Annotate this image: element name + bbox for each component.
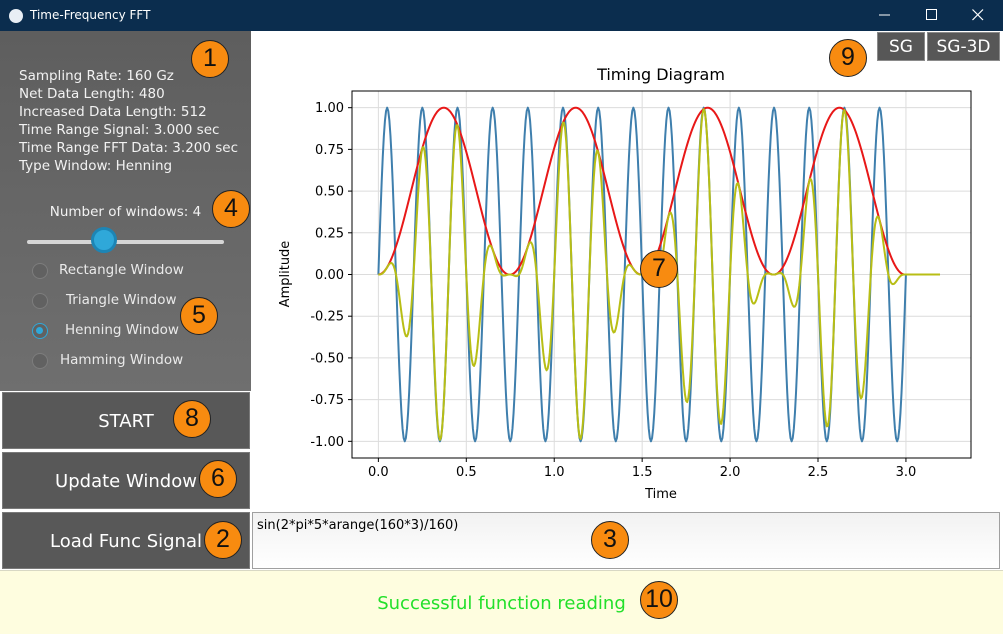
info-window-type: Type Window: Henning xyxy=(19,158,172,174)
sg-button[interactable]: SG xyxy=(877,32,925,61)
formula-text[interactable]: sin(2*pi*5*arange(160*3)/160) xyxy=(257,518,458,533)
info-increased-data-length: Increased Data Length: 512 xyxy=(19,104,207,120)
x-tick-label: 0.5 xyxy=(456,465,477,480)
x-tick-label: 1.0 xyxy=(544,465,565,480)
radio-label-henning[interactable]: Henning Window xyxy=(65,322,179,338)
y-tick-label: -0.25 xyxy=(310,310,344,325)
info-net-data-length: Net Data Length: 480 xyxy=(19,86,165,102)
annotation-badge-10: 10 xyxy=(640,581,678,619)
annotation-badge-6: 6 xyxy=(199,460,237,498)
annotation-badge-2: 2 xyxy=(204,521,242,559)
radio-hamming-window[interactable] xyxy=(32,353,48,369)
info-time-range-fft: Time Range FFT Data: 3.200 sec xyxy=(19,140,238,156)
radio-label-rectangle[interactable]: Rectangle Window xyxy=(59,262,184,278)
x-tick-label: 2.0 xyxy=(720,465,741,480)
radio-label-hamming[interactable]: Hamming Window xyxy=(60,352,183,368)
info-sampling-rate: Sampling Rate: 160 Gz xyxy=(19,68,174,84)
annotation-badge-1: 1 xyxy=(191,40,229,78)
annotation-badge-8: 8 xyxy=(173,400,211,438)
status-message: Successful function reading xyxy=(0,593,1003,614)
y-tick-label: 0.00 xyxy=(315,268,344,283)
x-tick-label: 3.0 xyxy=(896,465,917,480)
minimize-button[interactable] xyxy=(862,0,908,31)
close-icon xyxy=(972,9,984,21)
maximize-icon xyxy=(926,9,938,21)
y-tick-label: 0.75 xyxy=(315,143,344,158)
x-axis-label: Time xyxy=(644,487,677,502)
annotation-badge-3: 3 xyxy=(591,521,629,559)
y-tick-label: 0.25 xyxy=(315,226,344,241)
annotation-badge-9: 9 xyxy=(829,39,867,77)
chart-title: Timing Diagram xyxy=(596,65,725,84)
radio-label-triangle[interactable]: Triangle Window xyxy=(66,292,177,308)
info-time-range-signal: Time Range Signal: 3.000 sec xyxy=(19,122,219,138)
y-tick-label: 1.00 xyxy=(315,101,344,116)
annotation-badge-5: 5 xyxy=(180,297,218,335)
x-tick-label: 2.5 xyxy=(808,465,829,480)
app-icon xyxy=(9,9,23,23)
radio-henning-window[interactable] xyxy=(32,323,48,339)
x-tick-label: 0.0 xyxy=(368,465,389,480)
y-tick-label: -0.50 xyxy=(310,351,344,366)
timing-diagram-chart: Timing Diagram 0.0 0.5 1.0 1.5 2.0 2.5 3.0 -1.0… xyxy=(252,61,1000,511)
status-bar: Successful function reading xyxy=(0,570,1003,634)
y-tick-label: -1.00 xyxy=(310,435,344,450)
annotation-badge-7: 7 xyxy=(640,250,678,288)
sg-3d-button[interactable]: SG-3D xyxy=(927,32,1000,61)
annotation-badge-4: 4 xyxy=(212,190,250,228)
x-tick-label: 1.5 xyxy=(632,465,653,480)
minimize-icon xyxy=(879,9,891,21)
radio-triangle-window[interactable] xyxy=(32,293,48,309)
start-button[interactable]: START xyxy=(2,392,250,449)
maximize-button[interactable] xyxy=(909,0,955,31)
y-tick-label: -0.75 xyxy=(310,393,344,408)
window-title: Time-Frequency FFT xyxy=(30,8,150,22)
windows-slider-handle[interactable] xyxy=(91,227,117,253)
title-bar: Time-Frequency FFT xyxy=(0,0,1003,31)
windows-slider-track[interactable] xyxy=(27,240,224,244)
close-button[interactable] xyxy=(955,0,1001,31)
y-axis-label: Amplitude xyxy=(278,241,293,308)
radio-rectangle-window[interactable] xyxy=(32,263,48,279)
y-tick-label: 0.50 xyxy=(315,185,344,200)
